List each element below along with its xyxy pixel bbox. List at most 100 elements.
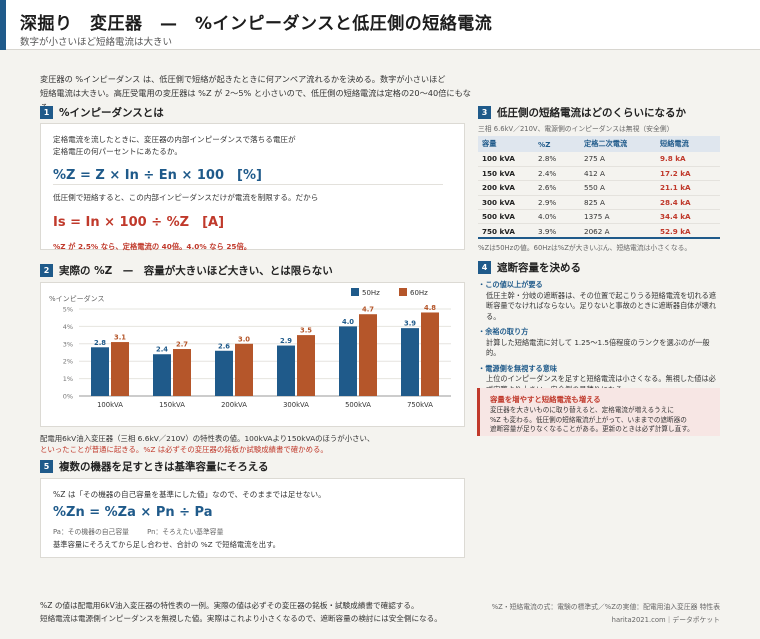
data-label: 3.0: [238, 335, 250, 343]
bar-60hz: [359, 314, 377, 396]
data-label: 3.9: [404, 320, 416, 328]
chart-note-warning: といったことが普通に起きる。%Z は必ずその変圧器の銘板か試験成績書で確かめる。: [40, 445, 328, 454]
short-circuit-formula: Is = In × 100 ÷ %Z [A]: [53, 215, 225, 230]
section-5-heading: 5 複数の機器を足すときは基準容量にそろえる: [40, 459, 268, 474]
bar-60hz: [173, 349, 191, 396]
list-item-body: 計算した短絡電流に対して 1.25〜1.5倍程度のランクを選ぶのが一般的。: [486, 337, 710, 358]
y-tick-label: 1%: [63, 375, 73, 383]
definition-line: 定格電流を流したときに、変圧器の内部インピーダンスで落ちる電圧が: [53, 135, 296, 144]
page-title: 深掘り 変圧器 — %インピーダンスと低圧側の短絡電流: [20, 14, 493, 34]
list-item-body: 断容量でなければならない。足りないと事故のときに遮断器自体が壊れ: [486, 301, 717, 310]
data-label: 2.4: [156, 346, 168, 354]
data-label: 4.0: [342, 318, 354, 326]
data-label: 2.9: [280, 337, 292, 345]
section-number-badge: 1: [40, 106, 53, 119]
intro-line: 変圧器の %インピーダンス は、低圧側で短絡が起きたときに何アンペア流れるかを決…: [40, 74, 446, 84]
data-label: 4.8: [424, 304, 436, 312]
table-row: 150 kVA 2.4% 412 A 17.2 kA: [478, 166, 720, 182]
impedance-cell: 2.6%: [534, 180, 580, 196]
table-footnote: %Zは50Hzの値。60Hzは%Zが大きいぶん、短絡電流は小さくなる。: [478, 244, 692, 252]
divider: [53, 184, 443, 185]
base-capacity-note: 基準容量にそろえてから足し合わせ、合計の %Z で短絡電流を出す。: [53, 540, 280, 549]
data-label: 2.6: [218, 342, 230, 350]
x-tick-label: 150kVA: [159, 401, 185, 409]
table-row: 200 kVA 2.6% 550 A 21.1 kA: [478, 180, 720, 196]
x-tick-label: 300kVA: [283, 401, 309, 409]
chart-note-line: 配電用6kV油入変圧器（三相 6.6kV／210V）の特性表の値。100kVAよ…: [40, 434, 375, 443]
section-title: 複数の機器を足すときは基準容量にそろえる: [59, 461, 269, 473]
footer-note-line: 短絡電流は電源側インピーダンスを無視した値。実際はこれより小さくなるので、遮断容…: [40, 613, 442, 623]
warning-line: %Z も変わる。低圧側の短絡電流が上がって、いままでの遮断器の: [490, 415, 687, 424]
rated-current-cell: 825 A: [580, 195, 656, 211]
bar-60hz: [421, 312, 439, 396]
legend-label: 50Hz: [362, 289, 380, 297]
list-item-head: ・電源側を無視する意味: [478, 363, 558, 373]
legend-pn: Pn：そろえたい基準容量: [147, 528, 224, 536]
table-caption: 三相 6.6kV／210V、電源側のインピーダンスは無視（安全側）: [478, 125, 674, 133]
y-axis-label: %インピーダンス: [49, 294, 105, 303]
capacity-cell: 100 kVA: [478, 152, 534, 167]
bar-50hz: [277, 345, 295, 396]
section-title: 実際の %Z — 容量が大きいほど大きい、とは限らない: [59, 265, 333, 277]
section-2-heading: 2 実際の %Z — 容量が大きいほど大きい、とは限らない: [40, 263, 333, 278]
table-row: 100 kVA 2.8% 275 A 9.8 kA: [478, 152, 720, 167]
short-circuit-cell: 17.2 kA: [656, 166, 720, 182]
warning-title: 容量を増やすと短絡電流も増える: [490, 395, 601, 404]
y-tick-label: 0%: [63, 393, 73, 401]
table-header-row: 容量 %Z 定格二次電流 短絡電流: [478, 136, 720, 152]
bar-50hz: [401, 328, 419, 396]
definition-text: 定格電流を流したときに、変圧器の内部インピーダンスで落ちる電圧が 定格電圧の何パ…: [53, 134, 433, 158]
data-label: 2.8: [94, 339, 106, 347]
list-item-body: る。: [486, 311, 501, 321]
bar-50hz: [91, 347, 109, 396]
section-title: 低圧側の短絡電流はどのくらいになるか: [497, 107, 686, 119]
short-circuit-cell: 34.4 kA: [656, 209, 720, 225]
data-label: 3.5: [300, 327, 312, 335]
conversion-formula: %Zn = %Za × Pn ÷ Pa: [53, 505, 213, 520]
short-circuit-cell: 9.8 kA: [656, 152, 720, 167]
x-tick-label: 500kVA: [345, 401, 371, 409]
base-capacity-text: %Z は「その機器の自己容量を基準にした値」なので、そのままでは足せない。: [53, 490, 326, 499]
section-title: 遮断容量を決める: [497, 262, 581, 274]
section-3-heading: 3 低圧側の短絡電流はどのくらいになるか: [478, 105, 686, 120]
capacity-cell: 150 kVA: [478, 166, 534, 182]
list-item: ・この値以上が要る 低圧主幹・分岐の遮断器は、その位置で起こりうる短絡電流を切れ…: [478, 280, 723, 322]
section-number-badge: 5: [40, 460, 53, 473]
impedance-definition-card: 定格電流を流したときに、変圧器の内部インピーダンスで落ちる電圧が 定格電圧の何パ…: [40, 123, 465, 251]
x-tick-label: 100kVA: [97, 401, 123, 409]
data-label: 4.7: [362, 306, 374, 314]
short-circuit-cell: 28.4 kA: [656, 195, 720, 211]
column-header: 定格二次電流: [580, 136, 656, 152]
impedance-chart-card: %インピーダンス 0% 1% 2% 3% 4% 5% 50Hz 60Hz 2.8 3.1 100kVA…: [40, 282, 465, 427]
x-tick-label: 200kVA: [221, 401, 247, 409]
base-capacity-card: %Z は「その機器の自己容量を基準にした値」なので、そのままでは足せない。 %Z…: [40, 478, 465, 558]
section-number-badge: 4: [478, 261, 491, 274]
header-accent-bar: [0, 0, 6, 50]
table-bottom-rule: [478, 237, 720, 239]
column-header: 容量: [478, 136, 534, 152]
y-tick-label: 2%: [63, 358, 73, 366]
page-header: 深掘り 変圧器 — %インピーダンスと低圧側の短絡電流 数字が小さいほど短絡電流…: [0, 0, 760, 50]
bar-60hz: [111, 342, 129, 396]
legend-label: 60Hz: [410, 289, 428, 297]
footer-sources: %Z・短絡電流の式：電験の標準式／%Zの実値：配電用油入変圧器 特性表: [491, 603, 720, 611]
x-tick-label: 750kVA: [407, 401, 433, 409]
section-number-badge: 3: [478, 106, 491, 119]
section-title: %インピーダンスとは: [59, 107, 164, 119]
list-item-head: ・余裕の取り方: [478, 327, 529, 336]
table-row: 750 kVA 3.9% 2062 A 52.9 kA: [478, 223, 720, 239]
footer-note-line: %Z の値は配電用6kV油入変圧器の特性表の一例。実際の値は必ずその変圧器の銘板…: [40, 601, 419, 610]
example-note: %Z が 2.5% なら、定格電流の 40倍。4.0% なら 25倍。: [53, 242, 252, 251]
warning-body: 変圧器を大きいものに取り替えると、定格電流が増えるうえに %Z も変わる。低圧側…: [490, 406, 720, 435]
impedance-cell: 2.4%: [534, 166, 580, 182]
short-circuit-cell: 21.1 kA: [656, 180, 720, 196]
bar-60hz: [297, 335, 315, 396]
formula-legend: Pa：その機器の自己容量 Pn：そろえたい基準容量: [53, 526, 239, 536]
legend-swatch: [351, 288, 359, 296]
footer-site: harita2021.com｜データポケット: [611, 616, 720, 624]
breaking-capacity-list: ・この値以上が要る 低圧主幹・分岐の遮断器は、その位置で起こりうる短絡電流を切れ…: [478, 280, 723, 400]
legend-pa: Pa：その機器の自己容量: [53, 528, 129, 536]
data-label: 3.1: [114, 334, 126, 342]
list-item-body: 低圧主幹・分岐の遮断器は、その位置で起こりうる短絡電流を切れる遮: [486, 290, 717, 300]
capacity-cell: 300 kVA: [478, 195, 534, 211]
